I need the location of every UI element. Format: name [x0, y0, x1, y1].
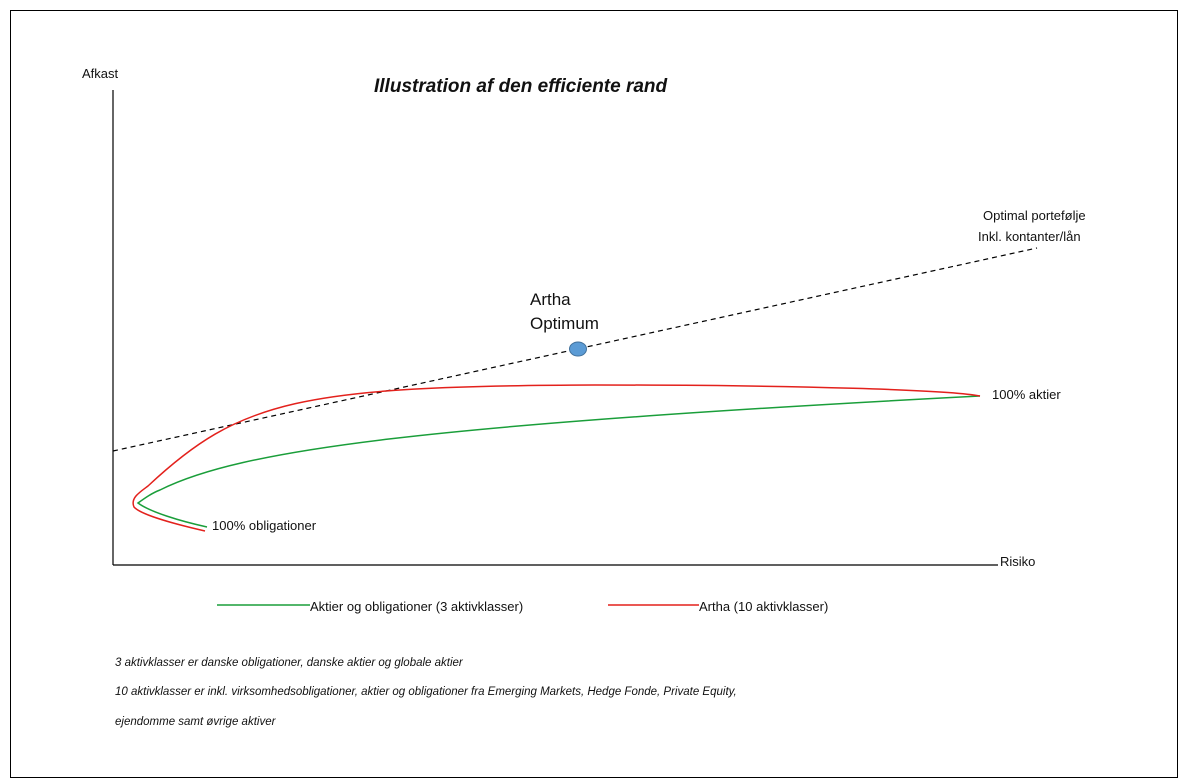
- optimum-label-line2: Optimum: [530, 314, 599, 333]
- frontier-3-asset-classes: [136, 395, 981, 528]
- capital-market-line-label-line2: Inkl. kontanter/lån: [978, 229, 1081, 244]
- x-axis-label: Risiko: [1000, 554, 1036, 569]
- footnote-10-asset-classes-cont: ejendomme samt øvrige aktiver: [115, 716, 276, 728]
- y-axis-label: Afkast: [82, 66, 119, 81]
- footnote-10-asset-classes: 10 aktivklasser er inkl. virksomhedsobli…: [115, 686, 737, 698]
- diagram-title: Illustration af den efficiente rand: [374, 76, 668, 97]
- frontier-10-asset-classes: [132, 384, 981, 532]
- legend-label-10-asset-classes: Artha (10 aktivklasser): [699, 599, 829, 614]
- artha-optimum-marker: [569, 341, 587, 357]
- capital-market-line: [112, 247, 1038, 452]
- capital-market-line-label-line1: Optimal portefølje: [983, 208, 1086, 223]
- frontier-start-label: 100% obligationer: [212, 518, 317, 533]
- legend-label-3-asset-classes: Aktier og obligationer (3 aktivklasser): [310, 599, 524, 614]
- figure-frame: [10, 10, 1178, 778]
- optimum-label-line1: Artha: [530, 290, 571, 309]
- frontier-end-label: 100% aktier: [992, 387, 1061, 402]
- footnote-3-asset-classes: 3 aktivklasser er danske obligationer, d…: [115, 657, 463, 669]
